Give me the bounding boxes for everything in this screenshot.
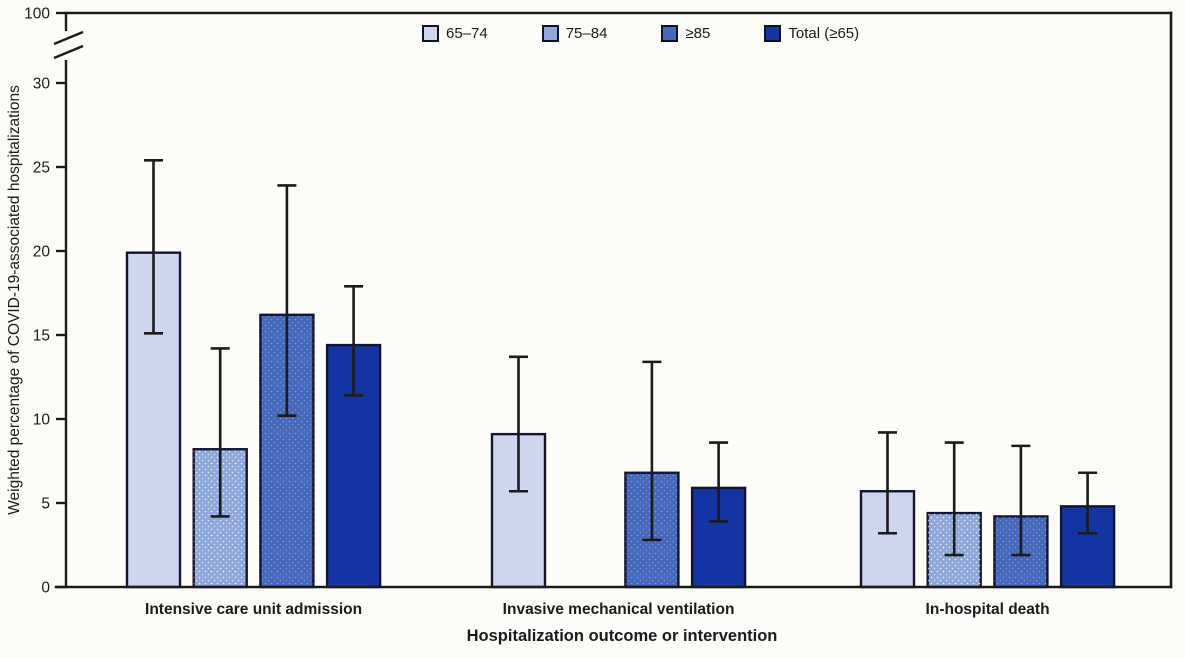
y-tick-label: 25 <box>33 159 50 176</box>
error-bar-65-74-invasive-mechanical-ventilation <box>509 355 528 493</box>
y-ticks <box>56 11 66 589</box>
y-tick-label-top: 100 <box>24 5 50 22</box>
error-bar-total-65-intensive-care-unit-admission <box>344 284 364 397</box>
axis-break-icon <box>53 30 84 60</box>
y-tick-label: 15 <box>33 327 50 344</box>
legend: 65–74 75–84 ≥85 Total (≥65) <box>422 25 859 42</box>
legend-label: 65–74 <box>446 25 488 42</box>
error-bar-85-invasive-mechanical-ventilation <box>642 360 662 542</box>
plot-frame <box>54 11 1173 589</box>
x-axis-title: Hospitalization outcome or intervention <box>466 627 778 645</box>
legend-label: Total (≥65) <box>788 25 860 42</box>
y-tick-label: 10 <box>33 411 51 428</box>
legend-swatch-icon <box>661 25 679 42</box>
error-bar-85-in-hospital-death <box>1011 444 1031 557</box>
legend-item-85: ≥85 <box>661 25 710 42</box>
error-bar-75-84-intensive-care-unit-admission <box>210 347 230 518</box>
error-bar-65-74-in-hospital-death <box>878 431 897 535</box>
legend-swatch-icon <box>422 25 439 42</box>
legend-item-total-65: Total (≥65) <box>764 25 859 42</box>
y-tick-label: 20 <box>33 243 51 260</box>
legend-item-65-74: 65–74 <box>422 25 488 42</box>
error-bar-75-84-in-hospital-death <box>944 441 964 557</box>
legend-swatch-icon <box>541 25 559 42</box>
y-tick-label: 30 <box>33 75 51 92</box>
legend-label: ≥85 <box>685 25 711 42</box>
error-bar-85-intensive-care-unit-admission <box>277 184 297 417</box>
x-category-label-invasive-mechanical-ventilation: Invasive mechanical ventilation <box>502 601 735 618</box>
legend-label: 75–84 <box>565 25 608 42</box>
legend-item-75-84: 75–84 <box>541 25 608 42</box>
y-tick-label: 5 <box>41 495 50 512</box>
x-category-label-intensive-care-unit-admission: Intensive care unit admission <box>145 601 363 618</box>
error-bar-total-65-invasive-mechanical-ventilation <box>709 441 729 523</box>
x-category-label-in-hospital-death: In-hospital death <box>925 601 1050 618</box>
y-tick-label: 0 <box>41 579 50 596</box>
legend-swatch-icon <box>764 25 782 42</box>
error-bar-65-74-intensive-care-unit-admission <box>144 158 163 335</box>
error-bar-total-65-in-hospital-death <box>1078 471 1098 535</box>
